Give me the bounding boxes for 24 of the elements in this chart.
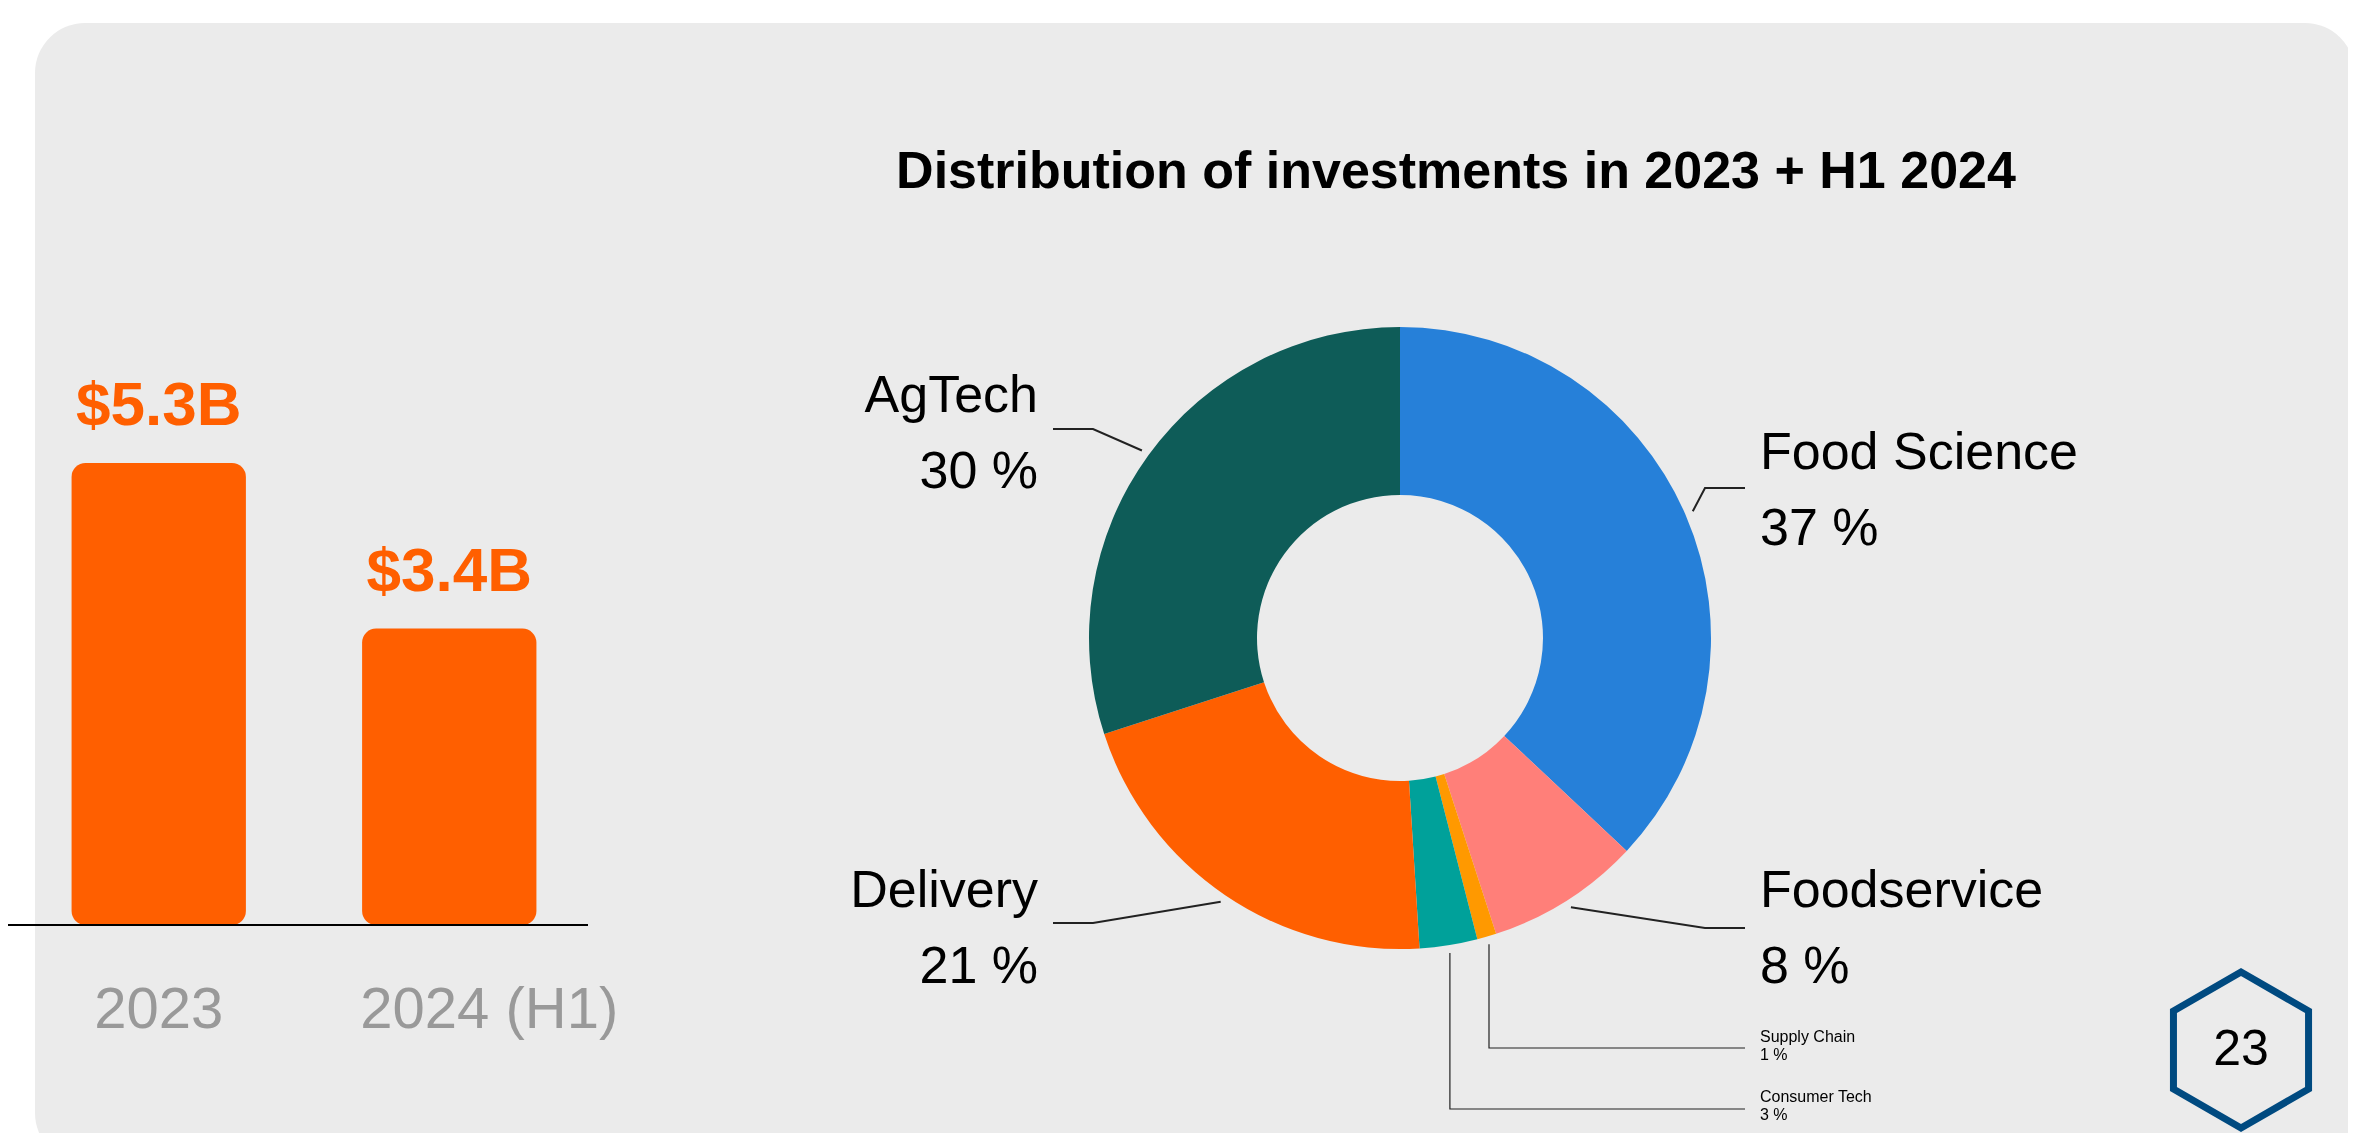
donut-slice: [1089, 327, 1400, 735]
slice-label: Food Science: [1760, 421, 2078, 480]
chart-title: Distribution of investments in 2023 + H1 2024: [896, 141, 2016, 199]
slice-label: Delivery: [850, 859, 1038, 918]
slice-label: AgTech: [864, 364, 1038, 423]
x-tick-label: 2024 (H1): [360, 975, 619, 1040]
data-label: 21 %: [919, 935, 1038, 994]
x-tick-label: 2023: [94, 975, 224, 1040]
slice-label: Foodservice: [1760, 859, 2044, 918]
data-label: 30 %: [919, 440, 1038, 499]
data-label: 1 %: [1760, 1046, 1788, 1064]
data-label: $3.4B: [366, 534, 532, 604]
text: 23: [2213, 1020, 2269, 1077]
data-label: $5.3B: [76, 369, 242, 438]
donut-slice: [1444, 735, 1627, 934]
donut-slice: [1104, 682, 1420, 949]
slice-label: Consumer Tech: [1760, 1088, 1872, 1106]
donut-slice: [1435, 774, 1497, 940]
data-label: 3 %: [1760, 1106, 1788, 1124]
slice-label: Supply Chain: [1760, 1028, 1856, 1046]
donut-slice: [1400, 327, 1711, 851]
data-label: 37 %: [1760, 497, 1879, 556]
data-label: 8 %: [1760, 935, 1850, 994]
donut-slice: [1408, 776, 1478, 949]
